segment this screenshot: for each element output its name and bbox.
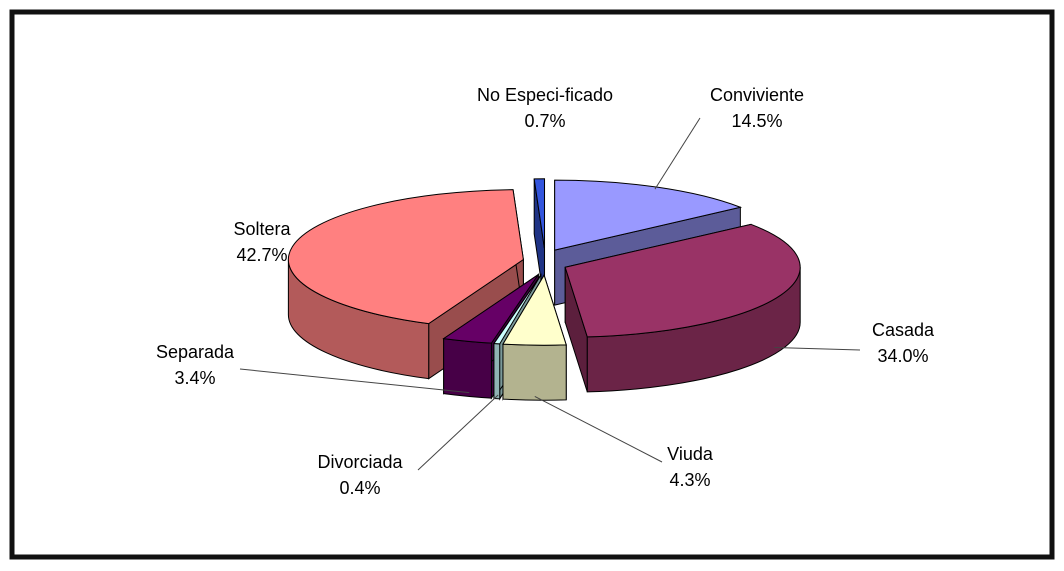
leader-line: [239, 368, 470, 394]
slice-top: [287, 189, 524, 325]
slice: [564, 223, 801, 393]
slice-label-name: Viuda: [667, 444, 714, 464]
slice-label-name: Soltera: [233, 219, 291, 239]
slice-top: [502, 273, 567, 346]
slice-label-value: 34.0%: [877, 346, 928, 366]
slice-top: [554, 179, 743, 251]
leader-line: [654, 117, 701, 190]
slice-label-name: Casada: [872, 320, 935, 340]
slice-outer-side: [493, 343, 501, 400]
slice-top: [564, 223, 801, 338]
slice: [287, 189, 524, 380]
slice-label-name: Divorciada: [317, 452, 403, 472]
slice-label-name: Conviviente: [710, 85, 804, 105]
slice-label-name: No Especi-ficado: [477, 85, 613, 105]
slice-label-value: 14.5%: [731, 111, 782, 131]
slice-label-value: 3.4%: [174, 368, 215, 388]
leader-line: [417, 394, 499, 471]
slice-label-value: 0.4%: [339, 478, 380, 498]
slice: [502, 273, 567, 401]
slice-label-value: 0.7%: [524, 111, 565, 131]
leader-line: [774, 347, 861, 351]
slice-label-value: 4.3%: [669, 470, 710, 490]
slice-outer-side: [443, 338, 492, 399]
slice-top: [533, 178, 546, 249]
slice-top: [442, 274, 539, 344]
slice-top: [493, 274, 542, 345]
slice-label-name: Separada: [156, 342, 235, 362]
slice-label-value: 42.7%: [236, 245, 287, 265]
slice-outer-side: [502, 343, 567, 401]
leader-line: [534, 395, 663, 463]
